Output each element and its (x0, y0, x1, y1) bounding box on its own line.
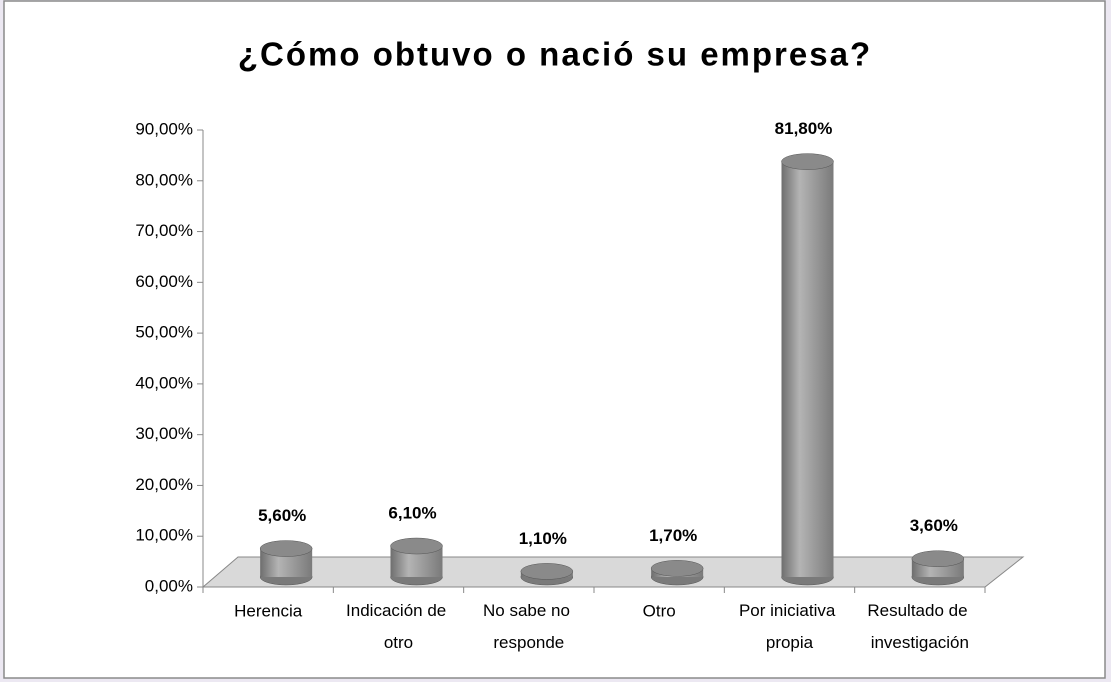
bar (259, 540, 313, 586)
value-label: 81,80% (775, 119, 833, 138)
bar-top (390, 537, 443, 555)
y-tick-label: 70,00% (135, 221, 193, 240)
x-tick-label: Otro (643, 601, 676, 620)
bar-body (781, 161, 834, 578)
bar-top (911, 550, 965, 567)
chart-title: ¿Cómo obtuvo o nació su empresa? (238, 36, 872, 73)
bar-top (259, 540, 313, 557)
x-tick-label: Resultado de investigación (867, 601, 972, 652)
bar (911, 550, 965, 586)
value-label: 6,10% (388, 504, 436, 523)
bar (781, 153, 834, 586)
bar (650, 560, 704, 586)
value-label: 1,10% (519, 529, 567, 548)
floor (201, 556, 1025, 588)
x-tick-label: No sabe no responde (483, 601, 575, 652)
value-label: 1,70% (649, 526, 697, 545)
bar-top (650, 560, 704, 577)
bar-top (520, 563, 574, 580)
value-label: 3,60% (910, 516, 958, 535)
y-tick-label: 40,00% (135, 373, 193, 392)
y-tick-label: 50,00% (135, 323, 193, 342)
y-tick-label: 80,00% (135, 170, 193, 189)
x-tick-label: Indicación de otro (346, 601, 451, 652)
y-tick-label: 0,00% (145, 576, 193, 595)
bar (390, 537, 443, 586)
bar-top (781, 153, 834, 170)
y-tick-label: 30,00% (135, 424, 193, 443)
y-tick-label: 10,00% (135, 526, 193, 545)
y-tick-label: 20,00% (135, 475, 193, 494)
y-tick-label: 90,00% (135, 119, 193, 138)
value-label: 5,60% (258, 506, 306, 525)
x-tick-label: Herencia (234, 601, 303, 620)
y-tick-label: 60,00% (135, 272, 193, 291)
x-tick-label: Por iniciativa propia (739, 601, 840, 652)
bar (520, 563, 574, 586)
